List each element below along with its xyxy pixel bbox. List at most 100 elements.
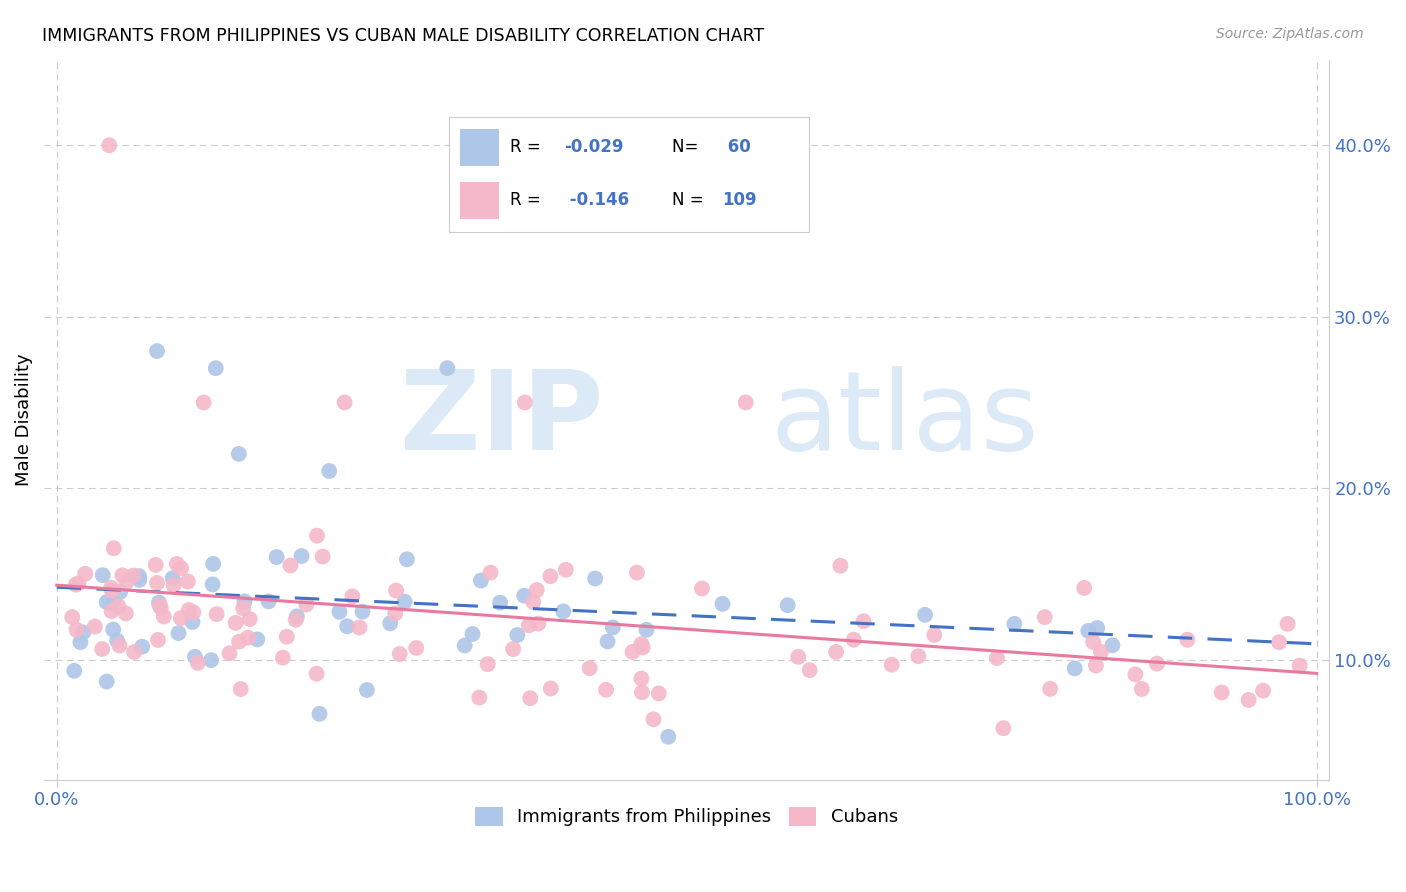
Point <box>96 595 118 609</box>
Point <box>914 607 936 622</box>
Text: IMMIGRANTS FROM PHILIPPINES VS CUBAN MALE DISABILITY CORRELATION CHART: IMMIGRANTS FROM PHILIPPINES VS CUBAN MAL… <box>42 27 765 45</box>
Point <box>218 646 240 660</box>
Point <box>394 594 416 608</box>
Point <box>107 599 129 614</box>
Point <box>553 604 575 618</box>
Point <box>631 640 654 655</box>
Point <box>502 642 524 657</box>
Point <box>1123 667 1146 681</box>
Point <box>405 640 427 655</box>
Point <box>825 645 848 659</box>
Point <box>311 549 333 564</box>
Point <box>60 610 83 624</box>
Point <box>787 649 810 664</box>
Point <box>290 549 312 563</box>
Point <box>1002 616 1025 631</box>
Point <box>149 600 172 615</box>
Point <box>842 632 865 647</box>
Point <box>148 595 170 609</box>
Point <box>266 549 288 564</box>
Point <box>453 639 475 653</box>
Point <box>734 395 756 409</box>
Point <box>380 616 402 631</box>
Legend: Immigrants from Philippines, Cubans: Immigrants from Philippines, Cubans <box>467 798 907 836</box>
Point <box>1033 610 1056 624</box>
Point <box>111 568 134 582</box>
Point <box>388 647 411 661</box>
Point <box>98 138 121 153</box>
Point <box>166 557 188 571</box>
Point <box>193 395 215 409</box>
Point <box>101 583 124 598</box>
Point <box>1073 581 1095 595</box>
Point <box>468 690 491 705</box>
Point <box>239 612 262 626</box>
Point <box>205 607 228 621</box>
Point <box>342 590 364 604</box>
Point <box>711 597 734 611</box>
Point <box>799 663 821 677</box>
Point <box>246 632 269 647</box>
Point <box>153 609 176 624</box>
Point <box>108 639 131 653</box>
Point <box>1084 658 1107 673</box>
Point <box>69 635 91 649</box>
Point <box>72 625 94 640</box>
Point <box>690 582 713 596</box>
Point <box>385 583 408 598</box>
Point <box>115 607 138 621</box>
Point <box>517 618 540 632</box>
Point <box>1288 658 1310 673</box>
Point <box>643 712 665 726</box>
Point <box>554 563 576 577</box>
Point <box>91 568 114 582</box>
Point <box>578 661 600 675</box>
Point <box>162 578 184 592</box>
Point <box>67 576 90 591</box>
Point <box>1101 638 1123 652</box>
Point <box>177 603 200 617</box>
Point <box>122 645 145 659</box>
Point <box>146 632 169 647</box>
Point <box>128 569 150 583</box>
Point <box>184 649 207 664</box>
Point <box>1251 683 1274 698</box>
Point <box>636 623 658 637</box>
Point <box>200 653 222 667</box>
Point <box>527 616 550 631</box>
Point <box>101 596 124 610</box>
Point <box>336 619 359 633</box>
Point <box>356 683 378 698</box>
Point <box>115 575 138 590</box>
Point <box>318 464 340 478</box>
Point <box>602 620 624 634</box>
Point <box>280 558 302 573</box>
Point <box>631 685 654 699</box>
Point <box>177 574 200 589</box>
Point <box>83 619 105 633</box>
Point <box>229 682 252 697</box>
Y-axis label: Male Disability: Male Disability <box>15 353 32 486</box>
Point <box>395 552 418 566</box>
Point <box>228 634 250 648</box>
Point <box>295 598 318 612</box>
Point <box>352 605 374 619</box>
Point <box>146 344 169 359</box>
Point <box>776 598 799 612</box>
Point <box>621 645 644 659</box>
Point <box>436 361 458 376</box>
Point <box>100 604 122 618</box>
Point <box>519 691 541 706</box>
Point <box>233 594 256 608</box>
Point <box>170 561 193 575</box>
Point <box>103 541 125 556</box>
Point <box>924 628 946 642</box>
Point <box>100 581 122 595</box>
Point <box>308 706 330 721</box>
Point <box>63 664 86 678</box>
Point <box>187 656 209 670</box>
Point <box>103 623 125 637</box>
Point <box>1268 635 1291 649</box>
Point <box>91 642 114 657</box>
Point <box>1077 624 1099 638</box>
